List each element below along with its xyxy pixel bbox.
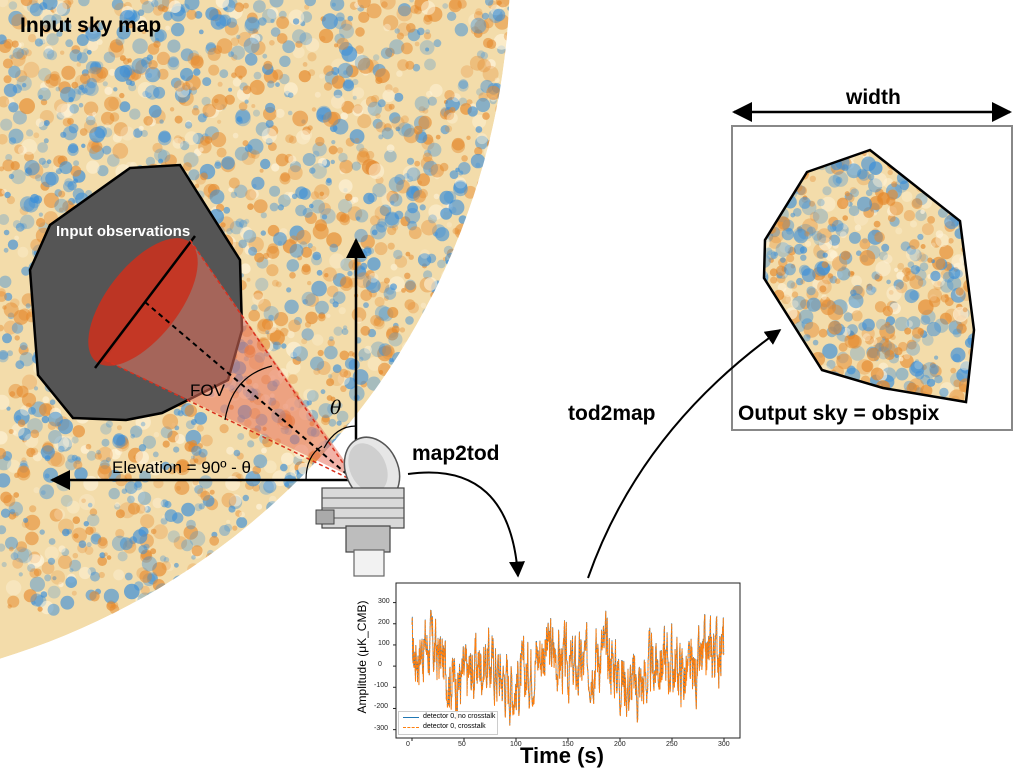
map2tod-arrow	[407, 471, 525, 578]
x-tick-label: 250	[666, 741, 678, 748]
y-tick-label: 300	[378, 597, 390, 605]
fov-edge-lower	[104, 359, 357, 483]
tod-plot-axes	[393, 602, 725, 741]
input-observations-label: Input observations	[56, 223, 191, 240]
chart-y-axis-label: Amplitude (μK_CMB)	[355, 600, 369, 714]
input-sky-map-label: Input sky map	[20, 14, 162, 37]
fov-angle-arc	[224, 365, 273, 421]
series-line-crosstalk	[411, 610, 725, 726]
output-sky-label: Output sky = obspix	[738, 402, 940, 425]
pointing-dashed-line	[144, 301, 357, 483]
fov-label: FOV	[190, 381, 225, 400]
y-tick-label: 0	[378, 661, 382, 669]
y-tick-label: -300	[374, 724, 389, 732]
legend-swatch-orange	[403, 727, 419, 728]
legend-swatch-blue	[403, 717, 419, 718]
output-sky-outline	[762, 148, 976, 404]
legend-entry-no-crosstalk: detector 0, no crosstalk	[399, 712, 497, 722]
x-tick-label: 200	[614, 741, 626, 748]
map2tod-label: map2tod	[412, 442, 500, 465]
legend-label-crosstalk: detector 0, crosstalk	[423, 723, 486, 730]
y-tick-label: -100	[374, 682, 389, 690]
theta-arc	[323, 425, 357, 449]
tod2map-label: tod2map	[568, 402, 656, 425]
x-tick-label: 150	[562, 741, 574, 748]
chart-x-axis-label: Time (s)	[520, 743, 604, 768]
telescope-icon	[315, 436, 405, 577]
theta-label: θ	[330, 397, 342, 419]
y-tick-label: 100	[378, 639, 390, 647]
legend-label-no-crosstalk: detector 0, no crosstalk	[423, 713, 496, 720]
x-tick-label: 100	[510, 741, 522, 748]
elevation-label: Elevation = 90º - θ	[112, 458, 251, 477]
x-tick-label: 50	[458, 741, 466, 748]
tod-plot-series	[411, 609, 725, 726]
chart-legend: detector 0, no crosstalk detector 0, cro…	[398, 711, 498, 735]
width-label: width	[846, 86, 901, 109]
x-tick-label: 300	[718, 741, 730, 748]
y-tick-label: 200	[378, 618, 390, 626]
elevation-arc	[305, 445, 323, 481]
y-tick-label: -200	[374, 703, 389, 711]
legend-entry-crosstalk: detector 0, crosstalk	[399, 722, 497, 732]
x-tick-label: 0	[406, 741, 410, 748]
tod2map-arrow	[587, 329, 782, 579]
